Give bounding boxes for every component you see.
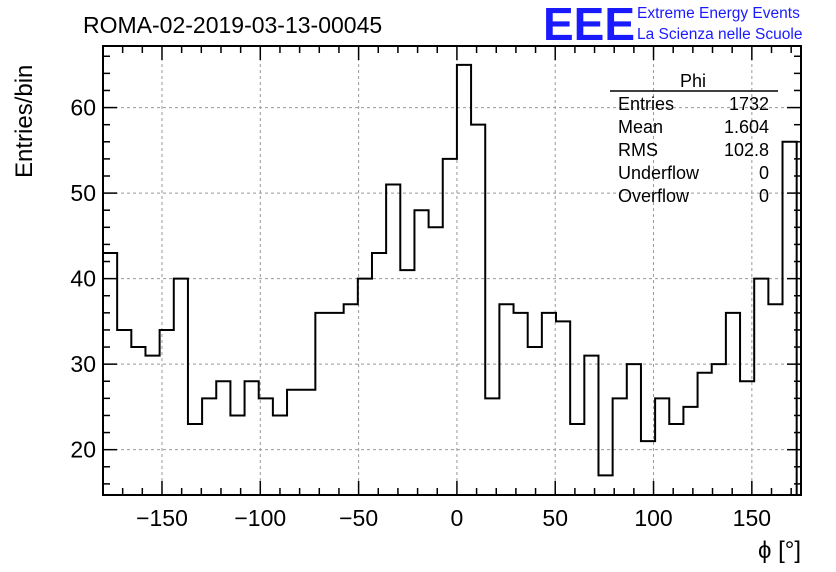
x-tick-label: −100 — [234, 505, 286, 531]
x-tick-label: 100 — [634, 505, 672, 531]
y-tick-label: 20 — [70, 437, 96, 463]
stats-label-entries: Entries — [618, 94, 674, 114]
x-tick-label: 0 — [451, 505, 464, 531]
stats-value-entries: 1732 — [729, 94, 769, 114]
stats-value-mean: 1.604 — [724, 117, 769, 137]
y-tick-label: 40 — [70, 266, 96, 292]
y-tick-labels: 20 30 40 50 60 — [70, 95, 96, 463]
x-tick-labels: −150 −100 −50 0 50 100 150 — [136, 505, 771, 531]
stats-value-underflow: 0 — [759, 163, 769, 183]
stats-value-overflow: 0 — [759, 186, 769, 206]
y-tick-label: 60 — [70, 95, 96, 121]
histogram-step-line — [103, 63, 798, 495]
x-tick-label: 150 — [733, 505, 771, 531]
stats-label-overflow: Overflow — [618, 186, 690, 206]
x-tick-label: −50 — [339, 505, 378, 531]
logo-line-2: La Scienza nelle Scuole — [637, 26, 802, 43]
axis-ticks — [103, 46, 801, 495]
y-tick-label: 30 — [70, 351, 96, 377]
eee-logo: EEE — [543, 0, 635, 50]
y-axis-title: Entries/bin — [11, 65, 38, 178]
stats-title: Phi — [680, 71, 706, 91]
stats-box: Phi Entries 1732 Mean 1.604 RMS 102.8 Un… — [610, 71, 778, 206]
stats-label-rms: RMS — [618, 140, 658, 160]
run-title: ROMA-02-2019-03-13-00045 — [83, 12, 382, 38]
stats-label-mean: Mean — [618, 117, 663, 137]
x-tick-label: 50 — [542, 505, 568, 531]
x-axis-title: ϕ [°] — [758, 537, 801, 564]
x-tick-label: −150 — [136, 505, 188, 531]
y-tick-label: 50 — [70, 180, 96, 206]
stats-label-underflow: Underflow — [618, 163, 700, 183]
plot-frame — [102, 45, 802, 496]
logo-line-1: Extreme Energy Events — [637, 5, 800, 22]
grid-lines — [103, 46, 801, 495]
stats-value-rms: 102.8 — [724, 140, 769, 160]
